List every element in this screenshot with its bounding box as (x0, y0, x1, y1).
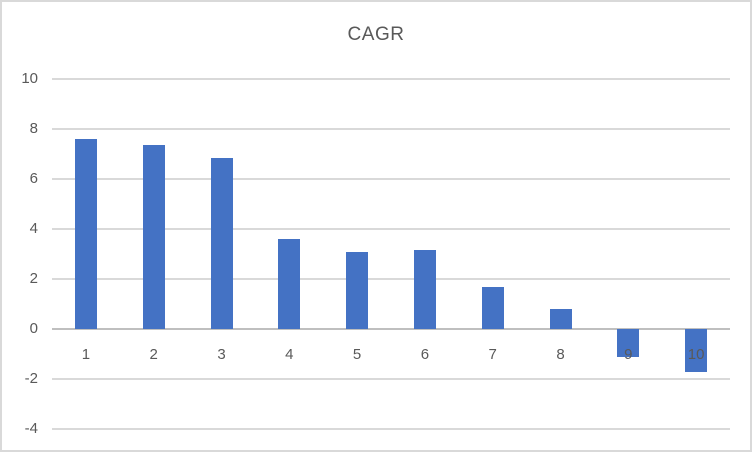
x-axis-tick-label: 6 (420, 346, 430, 363)
y-axis-tick-label: 0 (29, 320, 38, 337)
bar-category-4 (278, 239, 301, 329)
y-axis-tick-label: 2 (29, 270, 38, 287)
bar-category-2 (142, 145, 165, 329)
x-axis-tick-label: 4 (285, 346, 294, 363)
x-axis-tick-label: 10 (687, 346, 705, 363)
bar-category-5 (346, 251, 369, 329)
y-gridline (52, 378, 730, 380)
bar-category-6 (413, 250, 436, 329)
y-gridline (52, 428, 730, 430)
bar-category-7 (481, 286, 504, 329)
y-gridline (52, 78, 730, 80)
x-axis-tick-label: 3 (217, 346, 226, 363)
y-axis-tick-label: 4 (29, 220, 38, 237)
x-axis-tick-label: 2 (149, 346, 158, 363)
x-axis-tick-label: 8 (556, 346, 565, 363)
bar-category-10 (685, 329, 708, 372)
y-gridline (52, 278, 730, 280)
x-axis-tick-label: 5 (352, 346, 362, 363)
y-axis-tick-label: -4 (24, 420, 38, 437)
y-axis-tick-label: 10 (21, 70, 38, 87)
chart-title: CAGR (347, 24, 405, 45)
x-axis-tick-label: 1 (81, 346, 91, 363)
y-axis-tick-label: -2 (24, 370, 38, 387)
x-axis-tick-label: 9 (624, 346, 633, 363)
y-axis-tick-label: 6 (29, 170, 38, 187)
y-axis-tick-label: 8 (29, 120, 38, 137)
bar-category-1 (74, 139, 97, 329)
x-axis-tick-label: 7 (488, 346, 497, 363)
y-gridline (52, 228, 730, 230)
bar-category-8 (549, 309, 572, 329)
x-axis-line (52, 328, 730, 330)
y-gridline (52, 128, 730, 130)
bar-category-9 (617, 329, 640, 357)
y-gridline (52, 178, 730, 180)
bar-category-3 (210, 157, 233, 329)
